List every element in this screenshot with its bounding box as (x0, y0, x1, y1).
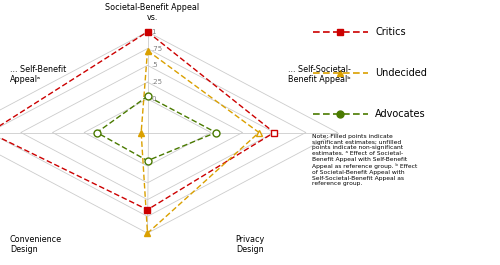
Text: Societal-Benefit Appeal
vs.: Societal-Benefit Appeal vs. (106, 3, 200, 22)
Text: Convenience
Design: Convenience Design (10, 235, 62, 254)
Text: Undecided: Undecided (375, 68, 427, 78)
Text: .75: .75 (152, 46, 162, 52)
Text: Advocates: Advocates (375, 109, 426, 119)
Text: Privacy
Design: Privacy Design (236, 235, 264, 254)
Text: .25: .25 (152, 79, 162, 85)
Text: 1: 1 (152, 29, 156, 35)
Text: ... Self-Benefit
Appealᵃ: ... Self-Benefit Appealᵃ (10, 64, 66, 84)
Text: 0: 0 (152, 96, 156, 102)
Text: Critics: Critics (375, 27, 406, 37)
Text: .5: .5 (152, 62, 158, 68)
Text: Note: Filled points indicate
significant estimates; unfilled
points indicate non: Note: Filled points indicate significant… (312, 134, 418, 186)
Text: ... Self-Societal-
Benefit Appealᵇ: ... Self-Societal- Benefit Appealᵇ (288, 64, 350, 84)
